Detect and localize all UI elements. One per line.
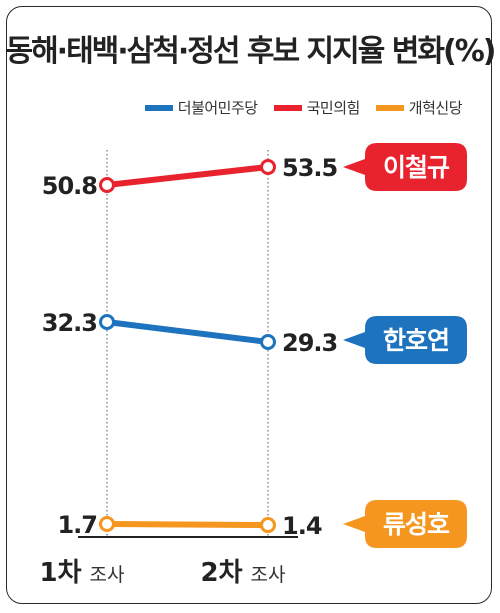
value-label-minjoo-1: 32.3 (42, 309, 97, 337)
candidate-badge-reform (343, 500, 467, 548)
data-point-reform-1 (99, 516, 115, 532)
legend-swatch-minjoo (144, 104, 173, 111)
chart-legend: 더불어민주당 국민의힘 개혁신당 (144, 97, 463, 118)
legend-label-minjoo: 더불어민주당 (177, 99, 258, 117)
series-line-minjoo (104, 319, 271, 345)
chart-title: 동해·태백·삼척·정선 후보 지지율 변화(%) (5, 34, 496, 69)
value-label-reform-1: 1.7 (57, 511, 97, 539)
series-line-ppp (104, 164, 271, 188)
x-tick-main-2: 2차 (201, 558, 243, 588)
legend-label-ppp: 국민의힘 (306, 99, 361, 117)
candidate-name-reform: 류성호 (383, 510, 450, 539)
value-label-reform-2: 1.4 (282, 512, 322, 540)
candidate-name-ppp: 이철규 (383, 153, 450, 182)
candidate-badge-ppp (343, 143, 467, 191)
legend-item-ppp: 국민의힘 (273, 97, 361, 118)
data-point-minjoo-2 (260, 334, 276, 350)
x-tick-main-1: 1차 (40, 558, 82, 588)
legend-swatch-reform (375, 104, 404, 111)
legend-item-minjoo: 더불어민주당 (144, 97, 258, 118)
candidate-name-minjoo: 한호연 (383, 326, 449, 355)
legend-swatch-ppp (273, 104, 302, 111)
x-tick-sub-1: 조사 (90, 564, 125, 586)
series-line-reform (104, 521, 271, 529)
data-point-reform-2 (260, 517, 276, 534)
data-point-ppp-2 (260, 159, 276, 175)
data-point-minjoo-1 (99, 314, 115, 330)
value-label-ppp-1: 50.8 (42, 172, 98, 200)
x-tick-label-2: 2차 조사 (201, 558, 286, 588)
x-tick-sub-2: 조사 (251, 564, 286, 586)
candidate-badge-minjoo (343, 316, 467, 364)
value-label-minjoo-2: 29.3 (282, 329, 337, 357)
chart-frame (6, 6, 492, 604)
x-tick-label-1: 1차 조사 (40, 558, 125, 588)
data-point-ppp-1 (99, 177, 115, 193)
legend-label-reform: 개혁신당 (408, 99, 463, 117)
value-label-ppp-2: 53.5 (282, 154, 338, 182)
legend-item-reform: 개혁신당 (375, 97, 463, 118)
